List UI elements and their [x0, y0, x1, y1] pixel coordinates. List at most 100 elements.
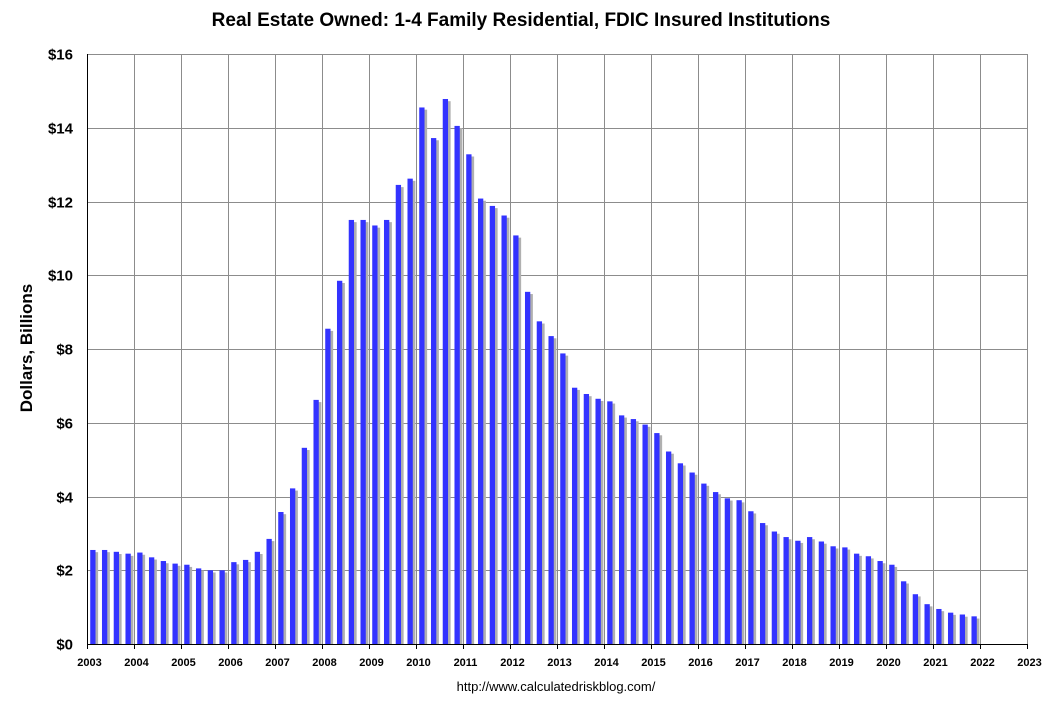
bar [900, 581, 907, 644]
bar [336, 280, 343, 644]
x-tick-label: 2004 [124, 657, 149, 669]
bar [278, 511, 284, 644]
bar [818, 541, 825, 644]
bar [477, 198, 484, 645]
bar [571, 387, 578, 644]
bar [325, 328, 331, 644]
x-tick-label: 2006 [218, 657, 242, 669]
bar [172, 563, 178, 644]
y-tick-label: $0 [56, 637, 73, 654]
bar [677, 463, 684, 644]
x-tick-label: 2022 [970, 657, 994, 669]
bar [466, 154, 472, 645]
bar [936, 608, 942, 644]
bar [383, 219, 390, 644]
bar [501, 215, 507, 644]
x-tick-label: 2019 [829, 657, 853, 669]
bar [101, 549, 108, 644]
bar [266, 538, 272, 644]
y-tick-label: $14 [48, 121, 74, 138]
bar [90, 549, 96, 644]
chart-title: Real Estate Owned: 1-4 Family Residentia… [212, 10, 831, 31]
bar [607, 401, 613, 644]
bar [959, 614, 966, 644]
y-tick-label: $12 [48, 195, 73, 212]
source-url: http://www.calculatedriskblog.com/ [457, 679, 656, 694]
bar [889, 564, 895, 644]
y-tick-label: $4 [56, 490, 73, 507]
bar [231, 562, 237, 644]
x-tick-label: 2003 [77, 657, 101, 669]
bar [430, 138, 437, 644]
bar [842, 547, 848, 644]
bar [618, 415, 625, 645]
grid-lines [87, 54, 1028, 645]
bar [372, 225, 378, 644]
bar [489, 205, 496, 645]
bar [348, 219, 355, 644]
bar [724, 498, 731, 644]
x-tick-label: 2005 [171, 657, 195, 669]
bar [701, 483, 707, 644]
bar [207, 570, 214, 644]
bar [536, 321, 543, 644]
x-tick-label: 2008 [312, 657, 336, 669]
bar [407, 178, 413, 644]
x-tick-label: 2014 [594, 657, 619, 669]
x-tick-label: 2011 [454, 657, 478, 669]
bar [877, 561, 883, 644]
x-tick-label: 2021 [923, 657, 947, 669]
bar [242, 559, 249, 644]
bar [419, 107, 425, 645]
x-tick-label: 2016 [688, 657, 712, 669]
bar [289, 488, 296, 644]
y-tick-labels: $0 $2 $4 $6 $8 $10 $12 $14 $16 [48, 47, 74, 654]
bar [795, 540, 801, 644]
bar [360, 219, 366, 644]
bar [442, 98, 449, 645]
bar [184, 564, 190, 644]
bar [524, 291, 531, 644]
axes [87, 54, 1028, 649]
x-tick-label: 2009 [359, 657, 383, 669]
bar [947, 612, 954, 644]
bar [254, 551, 261, 644]
bar [630, 419, 637, 644]
bar [806, 537, 813, 644]
y-tick-label: $10 [48, 268, 73, 285]
bar [160, 561, 167, 644]
y-axis-label: Dollars, Billions [17, 284, 36, 412]
bars [90, 98, 980, 645]
bar [642, 424, 648, 644]
bar [219, 570, 225, 644]
bar [759, 523, 766, 644]
bar [195, 568, 202, 644]
bar [148, 557, 155, 644]
x-tick-label: 2007 [265, 657, 289, 669]
bar [865, 556, 872, 644]
bar [830, 546, 836, 644]
bar [665, 451, 672, 644]
bar [748, 511, 754, 644]
bar [395, 184, 402, 644]
bar [924, 604, 930, 644]
bar [595, 398, 601, 644]
bar [560, 353, 566, 644]
bar [313, 399, 319, 644]
bar [583, 393, 590, 644]
bar [113, 551, 120, 644]
bar [689, 472, 695, 644]
x-tick-label: 2017 [735, 657, 759, 669]
bar [712, 492, 719, 644]
bar [654, 433, 660, 644]
bar [548, 336, 554, 644]
bar [853, 553, 860, 644]
bar [137, 552, 143, 644]
bar [125, 553, 131, 644]
x-tick-label: 2023 [1017, 657, 1041, 669]
x-tick-labels: 2003 2004 2005 2006 2007 2008 2009 2010 2011 2012… [77, 657, 1041, 669]
bar [736, 500, 742, 644]
x-tick-label: 2015 [641, 657, 665, 669]
